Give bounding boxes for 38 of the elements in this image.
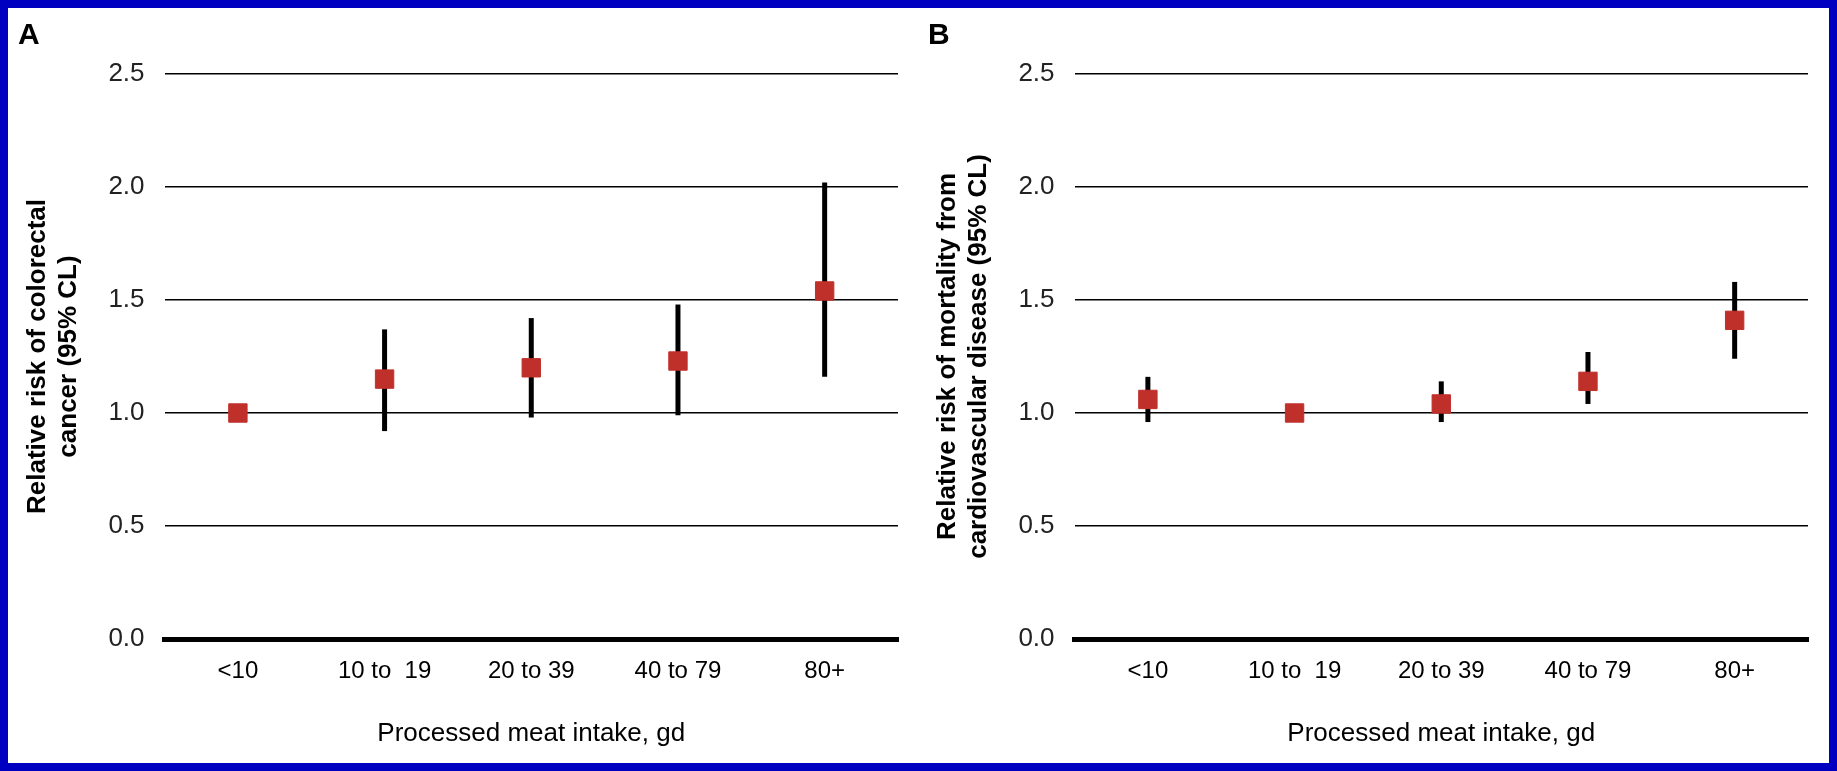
x-tick-label: <10: [1127, 656, 1169, 684]
y-tick-label: 0.5: [108, 509, 145, 540]
point: [228, 403, 248, 423]
y-tick-label: 0.0: [1018, 622, 1055, 653]
y-tick-label: 2.5: [1018, 57, 1055, 88]
y-axis-title: Relative risk of colorectal cancer (95% CL): [20, 198, 82, 515]
x-tick-label: <10: [217, 656, 259, 684]
point: [668, 351, 688, 371]
point: [521, 358, 541, 378]
x-axis-title: Processed meat intake, gd: [377, 716, 686, 747]
x-tick-label: 20 to 39: [487, 656, 575, 684]
x-tick-label: 40 to 79: [634, 656, 722, 684]
point: [374, 369, 395, 389]
point: [1284, 403, 1305, 423]
x-tick-label: 20 to 39: [1397, 656, 1485, 684]
y-tick-label: 1.0: [1018, 396, 1055, 427]
y-tick-label: 2.0: [1018, 170, 1055, 201]
y-tick-label: 2.0: [108, 170, 145, 201]
y-tick-label: 1.5: [1018, 283, 1055, 314]
x-tick-label: 10 to 19: [1247, 656, 1342, 684]
chart-title: A: [18, 17, 40, 51]
point: [1578, 371, 1598, 392]
x-tick-label: 80+: [804, 656, 846, 684]
y-tick-label: 1.5: [108, 283, 145, 314]
point: [1431, 394, 1451, 414]
x-tick-label: 40 to 79: [1544, 656, 1632, 684]
y-tick-label: 1.0: [108, 396, 145, 427]
point: [814, 281, 835, 301]
point: [1138, 389, 1158, 410]
chart-title: B: [928, 17, 950, 51]
y-tick-label: 0.5: [1018, 509, 1055, 540]
y-axis-title: Relative risk of mortality from cardiovascular disease (95% CL): [930, 154, 992, 559]
point: [1724, 310, 1745, 331]
y-tick-label: 2.5: [108, 57, 145, 88]
x-tick-label: 10 to 19: [337, 656, 432, 684]
x-axis-title: Processed meat intake, gd: [1287, 716, 1596, 747]
y-tick-label: 0.0: [108, 622, 145, 653]
x-tick-label: 80+: [1714, 656, 1756, 684]
